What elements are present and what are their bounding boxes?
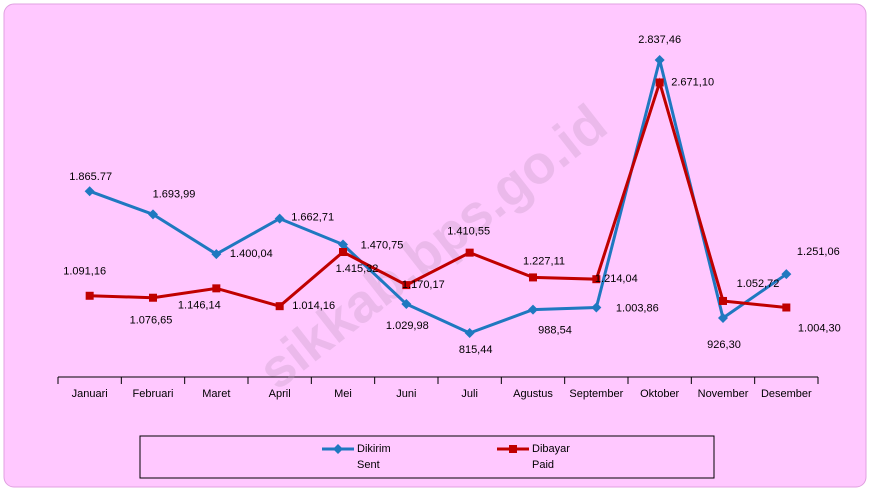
- data-label: 1.415,32: [336, 263, 379, 275]
- data-point: [401, 299, 412, 310]
- x-tick-label: Agustus: [513, 388, 553, 400]
- data-label: 1.693,99: [153, 188, 196, 200]
- data-label: 1.146,14: [178, 299, 221, 311]
- x-tick-label: Maret: [202, 388, 230, 400]
- x-tick-label: November: [698, 388, 749, 400]
- legend-label: Paid: [532, 459, 554, 471]
- data-point: [84, 186, 95, 197]
- data-label: 1.076,65: [130, 315, 173, 327]
- data-label: 1.052,72: [737, 278, 780, 290]
- data-label: 1.251,06: [797, 246, 840, 258]
- data-label: 1.003,86: [616, 302, 659, 314]
- data-point: [781, 269, 792, 280]
- line: [89, 59, 788, 335]
- x-tick-label: Februari: [133, 388, 174, 400]
- data-label: 1.865.77: [69, 171, 112, 183]
- data-label: 1.470,75: [361, 239, 404, 251]
- data-point: [333, 444, 343, 454]
- data-label: 815,44: [459, 344, 493, 356]
- data-point: [655, 78, 664, 87]
- x-tick-label: Oktober: [640, 388, 679, 400]
- data-point: [148, 209, 158, 220]
- data-label: 1.662,71: [291, 212, 334, 224]
- data-label: 1.091,16: [63, 266, 106, 278]
- data-point: [592, 275, 601, 284]
- data-label: 1.004,30: [798, 322, 841, 334]
- x-tick-label: Juli: [461, 388, 478, 400]
- data-label: 1.400,04: [230, 248, 273, 260]
- data-point: [338, 239, 348, 250]
- data-label: 1.227,11: [523, 255, 565, 267]
- x-tick-label: Januari: [72, 388, 108, 400]
- data-point: [85, 291, 94, 300]
- chart-background: [3, 3, 867, 488]
- data-point: [654, 55, 665, 65]
- data-point: [718, 313, 728, 324]
- data-point: [402, 281, 411, 290]
- legend-label: Dikirim: [357, 443, 391, 455]
- x-tick-label: Mei: [334, 388, 352, 400]
- line: [89, 77, 787, 309]
- x-tick-label: Desember: [761, 388, 812, 400]
- data-point: [149, 293, 157, 302]
- data-point: [212, 284, 221, 293]
- data-point: [275, 302, 284, 311]
- data-point: [782, 303, 791, 312]
- data-point: [719, 296, 727, 305]
- x-tick-label: Juni: [396, 388, 416, 400]
- legend-box: [139, 435, 715, 479]
- data-label: 1.170,17: [402, 279, 445, 291]
- data-point: [528, 304, 538, 315]
- data-point: [529, 273, 537, 282]
- data-label: 2.837,46: [638, 34, 681, 46]
- data-label: 2.671,10: [671, 76, 714, 88]
- data-label: 1.014,16: [292, 300, 335, 312]
- x-tick-label: September: [569, 388, 623, 400]
- data-label: 926,30: [707, 339, 741, 351]
- legend-label: Sent: [357, 459, 380, 471]
- data-point: [591, 302, 602, 313]
- data-label: 988,54: [538, 325, 572, 337]
- data-point: [464, 328, 475, 338]
- data-label: 1.029,98: [386, 320, 429, 332]
- data-point: [465, 248, 474, 257]
- data-point: [339, 248, 347, 257]
- x-tick-label: April: [269, 388, 291, 400]
- data-label: 1.214,04: [595, 273, 638, 285]
- legend-label: Dibayar: [532, 443, 570, 455]
- data-point: [274, 213, 285, 224]
- data-point: [211, 249, 222, 260]
- data-point: [509, 445, 517, 453]
- data-label: 1.410,55: [447, 226, 490, 238]
